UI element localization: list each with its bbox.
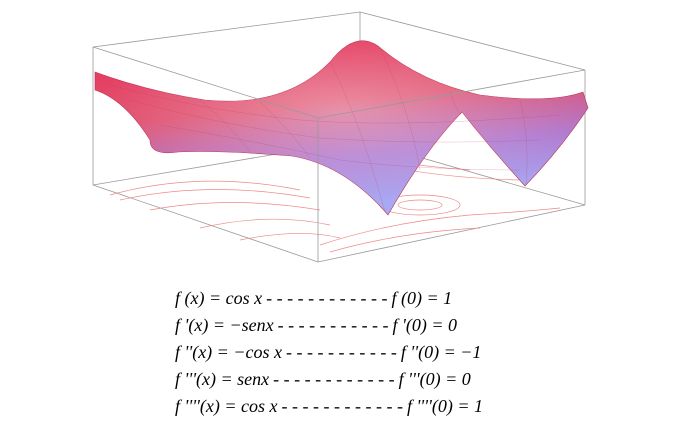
equation-left: f (x) = cos x xyxy=(175,288,262,309)
equation-right: f (0) = 1 xyxy=(392,288,453,309)
equation-dashes: - - - - - - - - - - - - xyxy=(266,288,387,308)
equation-left: f ''''(x) = cos x xyxy=(175,396,278,417)
equation-left: f ''(x) = −cos x xyxy=(175,342,282,363)
floor xyxy=(92,139,586,263)
box-edge xyxy=(92,46,586,119)
equation-dashes: - - - - - - - - - - - - xyxy=(282,396,403,416)
surface-mesh xyxy=(109,47,561,213)
equation-row: f ''''(x) = cos x- - - - - - - - - - - -… xyxy=(175,396,483,417)
equation-row: f ''(x) = −cos x- - - - - - - - - - -f '… xyxy=(175,342,481,363)
surface-plot xyxy=(92,11,589,263)
equations: f (x) = cos x- - - - - - - - - - - -f (0… xyxy=(175,288,483,417)
equation-right: f '''(0) = 0 xyxy=(399,369,471,390)
equation-right: f '(0) = 0 xyxy=(393,315,458,336)
surface-shine xyxy=(95,40,588,216)
equation-right: f ''''(0) = 1 xyxy=(407,396,483,417)
equation-row: f '(x) = −senx - - - - - - - - - - -f '(0… xyxy=(175,315,457,336)
equation-dashes: - - - - - - - - - - - xyxy=(278,315,389,335)
equation-left: f '''(x) = senx xyxy=(175,369,269,390)
equation-dashes: - - - - - - - - - - - - xyxy=(273,369,394,389)
equation-right: f ''(0) = −1 xyxy=(401,342,481,363)
equation-row: f (x) = cos x- - - - - - - - - - - -f (0… xyxy=(175,288,452,309)
equation-dashes: - - - - - - - - - - - xyxy=(286,342,397,362)
equation-row: f '''(x) = senx - - - - - - - - - - - -f … xyxy=(175,369,471,390)
equation-left: f '(x) = −senx xyxy=(175,315,274,336)
